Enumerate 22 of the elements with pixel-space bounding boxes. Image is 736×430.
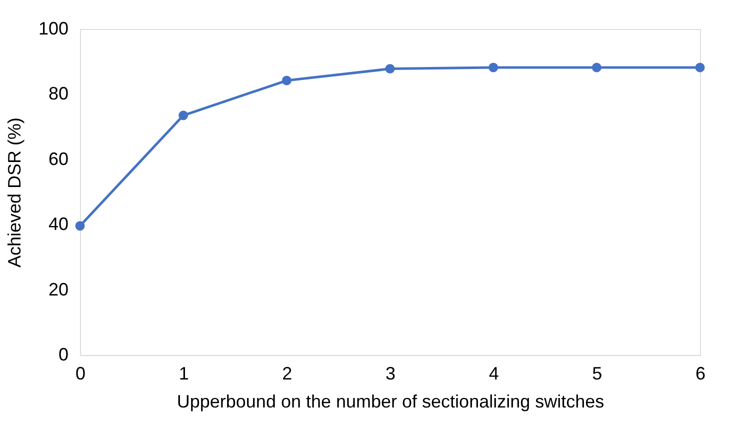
- point: [282, 76, 292, 86]
- point: [695, 62, 705, 72]
- y-tick-label: 20: [48, 279, 68, 300]
- x-tick-label: 2: [282, 364, 292, 384]
- point: [592, 62, 602, 72]
- y-tick-label: 80: [48, 84, 68, 104]
- point: [488, 62, 498, 72]
- y-tick-label: 40: [48, 214, 68, 234]
- point: [178, 110, 188, 120]
- x-tick-label: 3: [385, 364, 396, 384]
- y-tick-label: 0: [58, 344, 68, 364]
- y-tick-label: 60: [48, 148, 68, 169]
- point: [385, 64, 395, 74]
- x-tick-label: 4: [488, 364, 499, 384]
- x-axis-title: Upperbound on the number of sectionalizing switches: [176, 392, 604, 412]
- x-tick-label: 6: [695, 364, 706, 384]
- x-tick-label: 5: [592, 364, 602, 384]
- x-tick-label: 1: [178, 364, 189, 384]
- y-tick-label: 100: [38, 18, 68, 38]
- point: [75, 221, 85, 231]
- x-tick-label: 0: [75, 364, 86, 384]
- y-axis-title: Achieved DSR (%): [4, 117, 24, 268]
